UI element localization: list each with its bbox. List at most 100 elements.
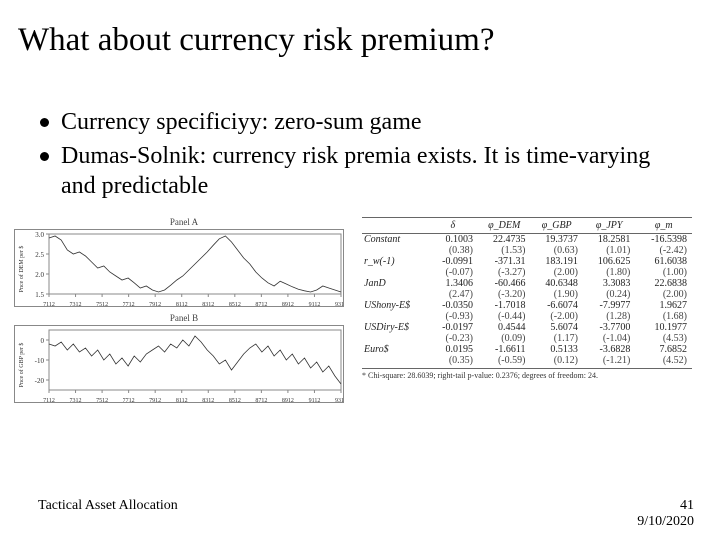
svg-text:-10: -10 — [35, 357, 45, 365]
svg-text:7312: 7312 — [70, 398, 82, 403]
table-cell-sub: (-2.42) — [635, 245, 692, 256]
col-header — [362, 218, 428, 234]
table-cell: 22.6838 — [635, 278, 692, 289]
footer-left: Tactical Asset Allocation — [38, 498, 178, 530]
svg-text:8712: 8712 — [255, 302, 267, 307]
table-cell: 5.6074 — [530, 322, 582, 333]
chart-panel-a: 1.52.02.53.0Pnce of DEM per $71127312751… — [14, 229, 344, 307]
table-cell-sub: (2.00) — [635, 289, 692, 300]
svg-text:9112: 9112 — [309, 398, 321, 403]
table-cell-sub: (-0.59) — [478, 355, 530, 366]
svg-text:9312: 9312 — [335, 302, 344, 307]
footer-date: 9/10/2020 — [637, 514, 694, 529]
table-cell-sub: (0.63) — [530, 245, 582, 256]
table-row: JanD1.3406-60.46640.63483.308322.6838 — [362, 278, 692, 289]
svg-text:7312: 7312 — [70, 302, 82, 307]
table-cell-sub: (1.00) — [635, 267, 692, 278]
table-row: Constant0.100322.473519.373718.2581-16.5… — [362, 234, 692, 246]
svg-text:8512: 8512 — [229, 398, 241, 403]
svg-text:8312: 8312 — [202, 398, 214, 403]
table-cell-sub: (1.68) — [635, 311, 692, 322]
svg-text:7912: 7912 — [149, 398, 161, 403]
panel-b-label: Panel B — [14, 313, 354, 323]
table-cell-sub: (2.00) — [530, 267, 582, 278]
table-cell: 1.3406 — [428, 278, 478, 289]
bullet-list: Currency specificiyy: zero-sum game Duma… — [0, 59, 720, 201]
bullet-item: Currency specificiyy: zero-sum game — [40, 107, 720, 137]
table-cell: 18.2581 — [583, 234, 635, 246]
table-cell-sub: (-0.07) — [428, 267, 478, 278]
col-header: δ — [428, 218, 478, 234]
bullet-item: Dumas-Solnik: currency risk premia exist… — [40, 141, 720, 201]
table-cell-sub: (-1.04) — [583, 333, 635, 344]
table-cell: -3.6828 — [583, 344, 635, 355]
row-label: USDiry-E$ — [362, 322, 428, 333]
table-footnote: * Chi-square: 28.6039; right-tail p-valu… — [362, 368, 692, 380]
table-cell: 19.3737 — [530, 234, 582, 246]
col-header: φ_JPY — [583, 218, 635, 234]
table-cell-sub: (1.53) — [478, 245, 530, 256]
table-row-sub: (0.38)(1.53)(0.63)(1.01)(-2.42) — [362, 245, 692, 256]
svg-text:Pnce of GBP per $: Pnce of GBP per $ — [18, 343, 25, 388]
table-cell: -3.7700 — [583, 322, 635, 333]
timeseries-panels: Panel A 1.52.02.53.0Pnce of DEM per $711… — [14, 217, 354, 403]
bullet-text: Dumas-Solnik: currency risk premia exist… — [61, 141, 651, 201]
table-cell-sub: (1.80) — [583, 267, 635, 278]
table-cell-sub: (2.47) — [428, 289, 478, 300]
table-cell: 0.5133 — [530, 344, 582, 355]
table-cell-sub: (4.53) — [635, 333, 692, 344]
table-cell: -0.0197 — [428, 322, 478, 333]
svg-text:3.0: 3.0 — [35, 231, 44, 239]
svg-text:8712: 8712 — [255, 398, 267, 403]
table-cell-sub: (1.28) — [583, 311, 635, 322]
table-cell: 40.6348 — [530, 278, 582, 289]
svg-text:2.0: 2.0 — [35, 271, 44, 279]
table-cell: 10.1977 — [635, 322, 692, 333]
table-cell: 0.4544 — [478, 322, 530, 333]
table-cell-sub: (1.17) — [530, 333, 582, 344]
footer: Tactical Asset Allocation 41 9/10/2020 — [0, 498, 720, 530]
table-cell: -60.466 — [478, 278, 530, 289]
svg-text:7112: 7112 — [43, 302, 55, 307]
table-cell-sub: (-2.00) — [530, 311, 582, 322]
table-cell: -0.0991 — [428, 256, 478, 267]
svg-text:8512: 8512 — [229, 302, 241, 307]
svg-text:8312: 8312 — [202, 302, 214, 307]
table-cell: 1.9627 — [635, 300, 692, 311]
table-row-sub: (-0.07)(-3.27)(2.00)(1.80)(1.00) — [362, 267, 692, 278]
page-number: 41 — [680, 498, 694, 513]
col-header: φ_DEM — [478, 218, 530, 234]
table-cell-sub: (4.52) — [635, 355, 692, 366]
table-cell: 0.1003 — [428, 234, 478, 246]
table-row: Euro$0.0195-1.66110.5133-3.68287.6852 — [362, 344, 692, 355]
table-cell: 61.6038 — [635, 256, 692, 267]
table-cell: -371.31 — [478, 256, 530, 267]
table-row-sub: (0.35)(-0.59)(0.12)(-1.21)(4.52) — [362, 355, 692, 366]
table-cell-sub: (-3.20) — [478, 289, 530, 300]
table-cell: 0.0195 — [428, 344, 478, 355]
table-cell-sub: (-0.23) — [428, 333, 478, 344]
table-cell: -6.6074 — [530, 300, 582, 311]
svg-text:9112: 9112 — [309, 302, 321, 307]
svg-text:7512: 7512 — [96, 398, 108, 403]
table-cell-sub: (0.09) — [478, 333, 530, 344]
table-cell-sub: (-0.93) — [428, 311, 478, 322]
table-cell: -16.5398 — [635, 234, 692, 246]
row-label: UShony-E$ — [362, 300, 428, 311]
footer-right: 41 9/10/2020 — [637, 498, 694, 530]
bullet-dot-icon — [40, 152, 49, 161]
table-cell: 22.4735 — [478, 234, 530, 246]
table-cell-sub: (-1.21) — [583, 355, 635, 366]
svg-text:0: 0 — [41, 337, 45, 345]
svg-text:7712: 7712 — [123, 302, 135, 307]
svg-text:7712: 7712 — [123, 398, 135, 403]
row-label: JanD — [362, 278, 428, 289]
svg-text:8112: 8112 — [176, 398, 188, 403]
bullet-dot-icon — [40, 118, 49, 127]
table-cell: 3.3083 — [583, 278, 635, 289]
table-row-sub: (-0.23)(0.09)(1.17)(-1.04)(4.53) — [362, 333, 692, 344]
svg-text:-20: -20 — [35, 377, 45, 385]
svg-text:7112: 7112 — [43, 398, 55, 403]
table-row-sub: (2.47)(-3.20)(1.90)(0.24)(2.00) — [362, 289, 692, 300]
table-cell-sub: (1.01) — [583, 245, 635, 256]
